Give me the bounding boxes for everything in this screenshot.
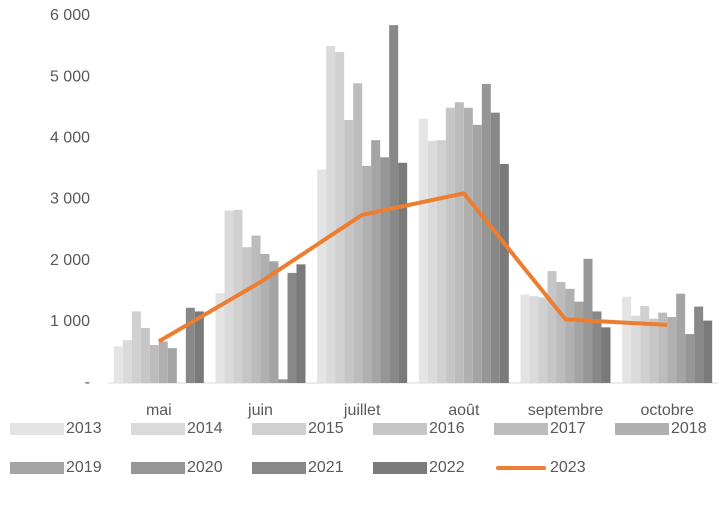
bar <box>194 311 204 383</box>
bar <box>703 320 713 383</box>
legend-label: 2014 <box>187 420 223 437</box>
bar <box>362 165 372 383</box>
y-tick-label: 3 000 <box>50 191 90 208</box>
legend-label: 2013 <box>66 420 102 437</box>
bar <box>667 316 677 383</box>
legend-swatch <box>373 462 427 474</box>
legend-swatch <box>494 423 548 435</box>
legend-label: 2022 <box>429 459 465 476</box>
y-tick-label: 6 000 <box>50 7 90 24</box>
bar <box>574 301 584 383</box>
bar <box>167 348 177 383</box>
bar <box>520 294 530 383</box>
bar <box>326 45 336 383</box>
bar <box>158 341 168 383</box>
bar <box>344 119 354 383</box>
bar <box>251 235 261 383</box>
legend-label: 2021 <box>308 459 344 476</box>
bar <box>490 112 500 383</box>
legend-label: 2018 <box>671 420 707 437</box>
bar <box>529 296 539 383</box>
bar <box>398 162 408 383</box>
bar <box>676 293 686 383</box>
bar <box>445 107 455 383</box>
bar <box>335 52 345 384</box>
bar <box>260 253 270 383</box>
bar <box>140 327 150 383</box>
y-tick-label: - <box>85 374 90 391</box>
bar <box>113 346 123 383</box>
y-tick-label: 4 000 <box>50 130 90 147</box>
bar <box>436 140 446 383</box>
bar <box>185 307 195 383</box>
legend-swatch <box>131 423 185 435</box>
legend-label: 2016 <box>429 420 465 437</box>
bar <box>631 315 641 383</box>
x-tick-label: juin <box>247 402 273 419</box>
y-tick-label: 1 000 <box>50 313 90 330</box>
bar <box>215 293 225 383</box>
legend-swatch <box>131 462 185 474</box>
bar <box>547 271 557 383</box>
bar <box>601 327 611 383</box>
bar <box>418 118 428 383</box>
y-tick-label: 5 000 <box>50 68 90 85</box>
legend-swatch <box>252 462 306 474</box>
legend-swatch <box>10 462 64 474</box>
bar <box>427 140 437 383</box>
bar <box>269 261 279 383</box>
legend-label: 2023 <box>550 459 586 476</box>
legend-label: 2020 <box>187 459 223 476</box>
bar <box>454 102 464 384</box>
bar <box>658 312 668 383</box>
x-tick-label: août <box>448 402 480 419</box>
legend-label: 2017 <box>550 420 586 437</box>
bar <box>640 305 650 383</box>
bar <box>463 107 473 383</box>
x-tick-label: juillet <box>343 402 381 419</box>
bar <box>694 306 704 383</box>
bar <box>278 379 288 383</box>
bar <box>685 334 695 383</box>
legend-label: 2015 <box>308 420 344 437</box>
bar <box>565 288 575 383</box>
bar <box>389 25 399 384</box>
bar <box>592 311 602 383</box>
bar <box>622 296 632 383</box>
bar <box>242 247 252 383</box>
bar <box>380 157 390 383</box>
bar <box>538 297 548 383</box>
bar <box>122 340 132 383</box>
line <box>157 191 668 344</box>
x-tick-label: octobre <box>640 402 693 419</box>
y-tick-label: 2 000 <box>50 252 90 269</box>
legend-swatch <box>252 423 306 435</box>
legend-swatch <box>373 423 427 435</box>
bar <box>649 318 659 383</box>
bar <box>131 311 141 383</box>
legend-label: 2019 <box>66 459 102 476</box>
bar <box>472 124 482 384</box>
bar <box>317 169 327 383</box>
bar <box>296 264 306 383</box>
bar <box>481 83 491 384</box>
bar <box>371 140 381 383</box>
bar <box>287 272 297 383</box>
x-tick-label: septembre <box>528 402 604 419</box>
bar <box>149 345 159 383</box>
legend-swatch <box>10 423 64 435</box>
bar <box>556 282 566 383</box>
bar <box>224 210 234 383</box>
bar <box>353 83 363 384</box>
bar <box>499 164 509 383</box>
x-tick-label: mai <box>146 402 172 419</box>
legend-swatch <box>615 423 669 435</box>
